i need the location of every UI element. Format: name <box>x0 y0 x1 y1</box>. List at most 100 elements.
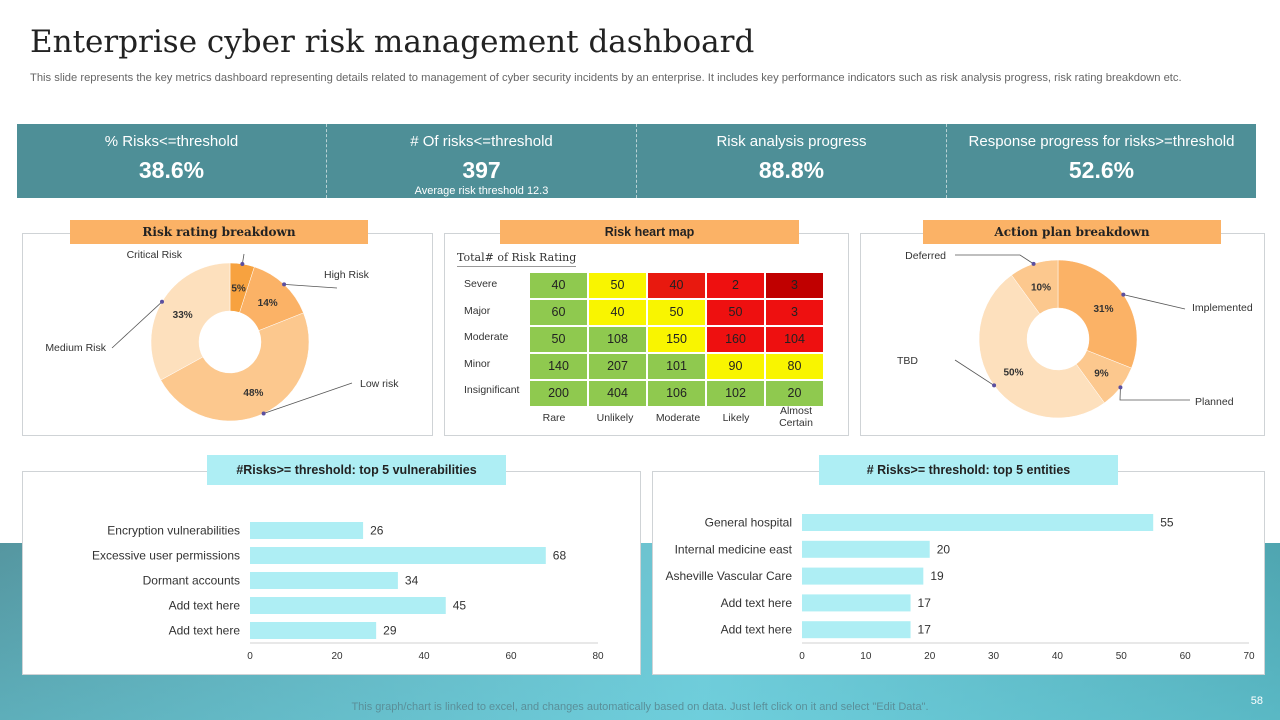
action-plan-donut: 31% Implemented 9% Planned 50% TBD 10% Deferred <box>897 250 1253 419</box>
bar <box>250 597 446 614</box>
heat-map-cell: 106 <box>647 380 706 407</box>
category-label: Internal medicine east <box>675 542 793 556</box>
heat-map-cell: 207 <box>588 353 647 380</box>
callout-line <box>284 284 338 289</box>
donut-value-label: 33% <box>173 310 193 321</box>
bar <box>250 572 398 589</box>
donut-category-label: Medium Risk <box>45 342 106 354</box>
donut-slice-tbd <box>978 274 1105 419</box>
callout-dot <box>240 261 245 266</box>
heat-map-tag: Risk heart map <box>500 220 799 244</box>
heat-map-row-label: Insignificant <box>464 384 520 396</box>
risk-rating-tag: Risk rating breakdown <box>70 220 368 244</box>
callout-line <box>954 359 995 386</box>
donut-category-label: Deferred <box>905 250 946 262</box>
heat-map-column-label: Rare <box>542 412 566 424</box>
heat-map-cell: 50 <box>647 299 706 326</box>
x-tick-label: 30 <box>988 651 1000 662</box>
heat-map-cell: 140 <box>529 353 588 380</box>
donut-category-label: Low risk <box>360 378 399 390</box>
donut-value-label: 31% <box>1093 304 1113 315</box>
bar-value-label: 17 <box>918 596 932 610</box>
heat-map-cell: 40 <box>529 272 588 299</box>
x-tick-label: 80 <box>592 651 604 662</box>
donut-category-label: Planned <box>1195 396 1234 408</box>
bar <box>802 540 930 558</box>
heat-map-row-label: Moderate <box>464 331 509 343</box>
donut-slice-deferred <box>1011 259 1059 315</box>
heat-map-row-label: Major <box>464 304 491 317</box>
bar-value-label: 17 <box>918 623 932 637</box>
kpi-risks-below-threshold-count: # Of risks<=threshold 397 Average risk t… <box>326 124 636 198</box>
category-label: Encryption vulnerabilities <box>107 524 240 538</box>
donut-value-label: 10% <box>1031 283 1051 294</box>
footer-note: This graph/chart is linked to excel, and… <box>351 701 929 713</box>
heat-map-cell: 200 <box>529 380 588 407</box>
x-tick-label: 10 <box>860 651 872 662</box>
vulnerabilities-tag: #Risks>= threshold: top 5 vulnerabilitie… <box>207 455 506 485</box>
donut-category-label: High Risk <box>324 269 370 281</box>
kpi-risks-below-threshold-pct: % Risks<=threshold 38.6% <box>17 124 326 198</box>
category-label: Excessive user permissions <box>92 549 240 563</box>
x-tick-label: 60 <box>1180 651 1192 662</box>
x-tick-label: 70 <box>1243 651 1255 662</box>
donut-slice-medium-risk <box>150 262 231 381</box>
x-tick-label: 20 <box>331 651 343 662</box>
heat-map-cell: 40 <box>588 299 647 326</box>
page-subtitle: This slide represents the key metrics da… <box>30 72 1182 84</box>
donut-value-label: 5% <box>231 284 246 295</box>
heat-map-cell: 50 <box>588 272 647 299</box>
callout-dot <box>1121 292 1126 297</box>
entities-bar-chart: 0 10 20 30 40 50 60 70 General hospital 55 Interna… <box>666 514 1255 662</box>
heat-map-column-label: Almost Certain <box>779 405 813 429</box>
heat-map-grid: 40 50 40 2 3 60 40 50 50 3 50 108 150 160 104 140 207 101… <box>528 271 825 408</box>
callout-line <box>955 254 1034 265</box>
heat-map-column-label: Moderate <box>655 412 701 424</box>
category-label: General hospital <box>705 516 792 530</box>
callout-line <box>1123 294 1186 310</box>
donut-category-label: Implemented <box>1192 302 1253 314</box>
callout-line <box>263 382 353 414</box>
kpi-response-progress: Response progress for risks>=threshold 5… <box>946 124 1256 198</box>
category-label: Asheville Vascular Care <box>666 569 793 583</box>
heat-map-cell: 102 <box>706 380 765 407</box>
callout-line <box>1119 387 1190 401</box>
x-tick-label: 50 <box>1116 651 1128 662</box>
kpi-label: # Of risks<=threshold <box>410 133 553 150</box>
donut-category-label: TBD <box>897 355 918 367</box>
kpi-note: Average risk threshold 12.3 <box>414 185 549 197</box>
bar-value-label: 20 <box>937 542 951 556</box>
kpi-value: 88.8% <box>758 157 825 183</box>
kpi-label: Risk analysis progress <box>716 133 867 150</box>
heat-map-column-label: Likely <box>722 412 750 424</box>
bar-value-label: 68 <box>553 549 567 563</box>
donut-category-label: Critical Risk <box>127 249 183 261</box>
donut-slice-low-risk <box>160 312 310 422</box>
risk-rating-donut: 5% Critical Risk 14% High Risk 48% Low risk 33… <box>45 249 399 422</box>
kpi-bar: % Risks<=threshold 38.6% # Of risks<=thr… <box>17 124 1256 198</box>
bar <box>802 514 1154 531</box>
callout-dot <box>1031 261 1036 266</box>
donut-value-label: 50% <box>1003 367 1023 378</box>
action-plan-tag: Action plan breakdown <box>923 220 1221 244</box>
vulnerabilities-bar-chart: 0 20 40 60 80 Encryption vulnerabilities 26 Exc… <box>92 522 604 662</box>
x-tick-label: 40 <box>418 651 430 662</box>
bar-value-label: 29 <box>383 624 397 638</box>
bar <box>250 522 364 539</box>
bar-value-label: 34 <box>405 574 419 588</box>
category-label: Add text here <box>169 624 241 638</box>
page-title: Enterprise cyber risk management dashboa… <box>30 24 755 60</box>
kpi-value: 38.6% <box>138 157 205 183</box>
entities-panel <box>652 471 1265 675</box>
heat-map-cell: 60 <box>529 299 588 326</box>
x-tick-label: 20 <box>924 651 936 662</box>
heat-map-cell: 404 <box>588 380 647 407</box>
heat-map-row-label: Severe <box>464 278 498 290</box>
category-label: Add text here <box>721 596 793 610</box>
callout-dot <box>160 299 165 304</box>
heat-map-cell: 108 <box>588 326 647 353</box>
heat-map-cell: 2 <box>706 272 765 299</box>
callout-dot <box>261 411 266 416</box>
heat-map-title: Total# of Risk Rating <box>457 251 577 267</box>
heat-map-cell: 3 <box>765 299 824 326</box>
